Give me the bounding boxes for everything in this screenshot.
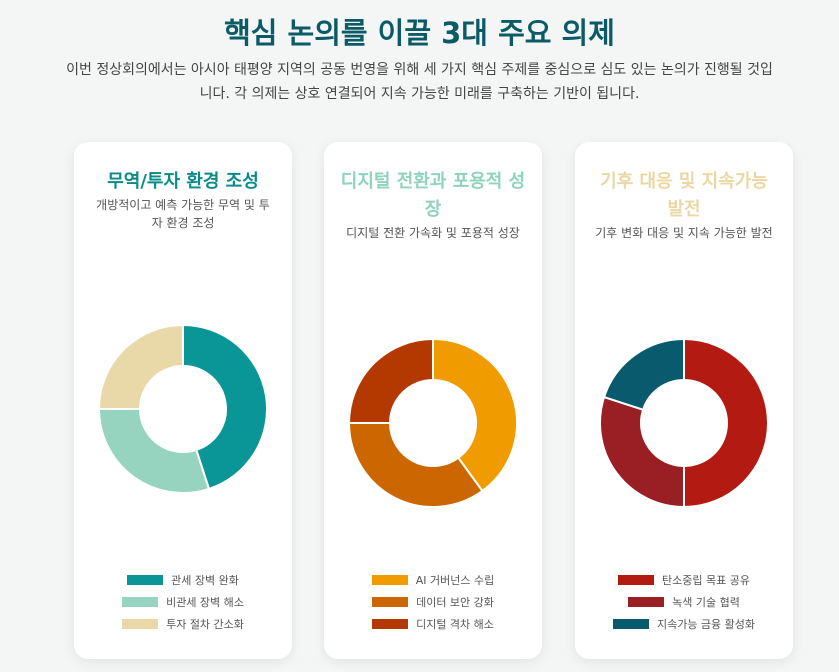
legend-item[interactable]: 관세 장벽 완화 [74,569,292,591]
donut-slice [347,337,434,424]
legend-item[interactable]: AI 거버넌스 수립 [324,569,542,591]
donut-slice [347,422,484,508]
card-desc: 개방적이고 예측 가능한 무역 및 투자 환경 조성 [96,198,270,230]
legend-swatch [122,597,159,607]
legend-swatch [628,597,665,607]
donut-chart [347,337,518,508]
page-intro: 이번 정상회의에서는 아시아 태평양 지역의 공동 번영을 위해 세 가지 핵심… [66,62,773,102]
donut-slice [97,408,211,494]
legend-label: AI 거버넌스 수립 [415,574,495,587]
card-title: 무역/투자 환경 조성 [107,171,259,192]
legend-item[interactable]: 투자 절차 간소화 [74,613,292,635]
card-desc: 디지털 전환 가속화 및 포용적 성장 [346,226,520,240]
legend-label: 지속가능 금융 활성화 [656,618,756,631]
card-digital: 디지털 전환과 포용적 성장 디지털 전환 가속화 및 포용적 성장 AI 거버… [324,142,542,659]
donut-slice [602,337,685,411]
legend-label: 비관세 장벽 해소 [166,596,244,609]
card-desc: 기후 변화 대응 및 지속 가능한 발전 [595,226,773,240]
card-trade: 무역/투자 환경 조성 개방적이고 예측 가능한 무역 및 투자 환경 조성 관… [74,142,292,659]
legend-item[interactable]: 지속가능 금융 활성화 [575,613,793,635]
legend-swatch [122,619,159,629]
donut-slice [97,323,184,410]
card-title: 디지털 전환과 포용적 성장 [340,171,526,220]
legend-label: 탄소중립 목표 공유 [662,574,750,587]
legend-item[interactable]: 데이터 보안 강화 [324,591,542,613]
donut-chart [97,323,268,494]
legend-label: 디지털 격차 해소 [416,618,494,631]
page-title: 핵심 논의를 이끌 3대 주요 의제 [224,16,615,50]
legend-swatch [127,575,164,585]
donut-slice [432,337,518,493]
legend-label: 투자 절차 간소화 [166,618,244,631]
donut-chart [599,337,769,509]
legend-swatch [372,619,409,629]
donut-slice [599,395,685,509]
card-title: 기후 대응 및 지속가능 발전 [600,171,768,220]
legend-swatch [612,619,649,629]
legend-item[interactable]: 비관세 장벽 해소 [74,591,292,613]
legend-item[interactable]: 탄소중립 목표 공유 [575,569,793,591]
legend-item[interactable]: 디지털 격차 해소 [324,613,542,635]
legend-swatch [371,575,408,585]
card-climate: 기후 대응 및 지속가능 발전 기후 변화 대응 및 지속 가능한 발전 탄소중… [575,142,793,659]
legend-swatch [372,597,409,607]
legend-label: 녹색 기술 협력 [672,596,740,609]
legend-swatch [618,575,655,585]
donut-slice [182,323,268,491]
legend-label: 데이터 보안 강화 [416,596,494,609]
legend-label: 관세 장벽 완화 [171,574,239,587]
legend-item[interactable]: 녹색 기술 협력 [575,591,793,613]
donut-slice [683,337,769,509]
